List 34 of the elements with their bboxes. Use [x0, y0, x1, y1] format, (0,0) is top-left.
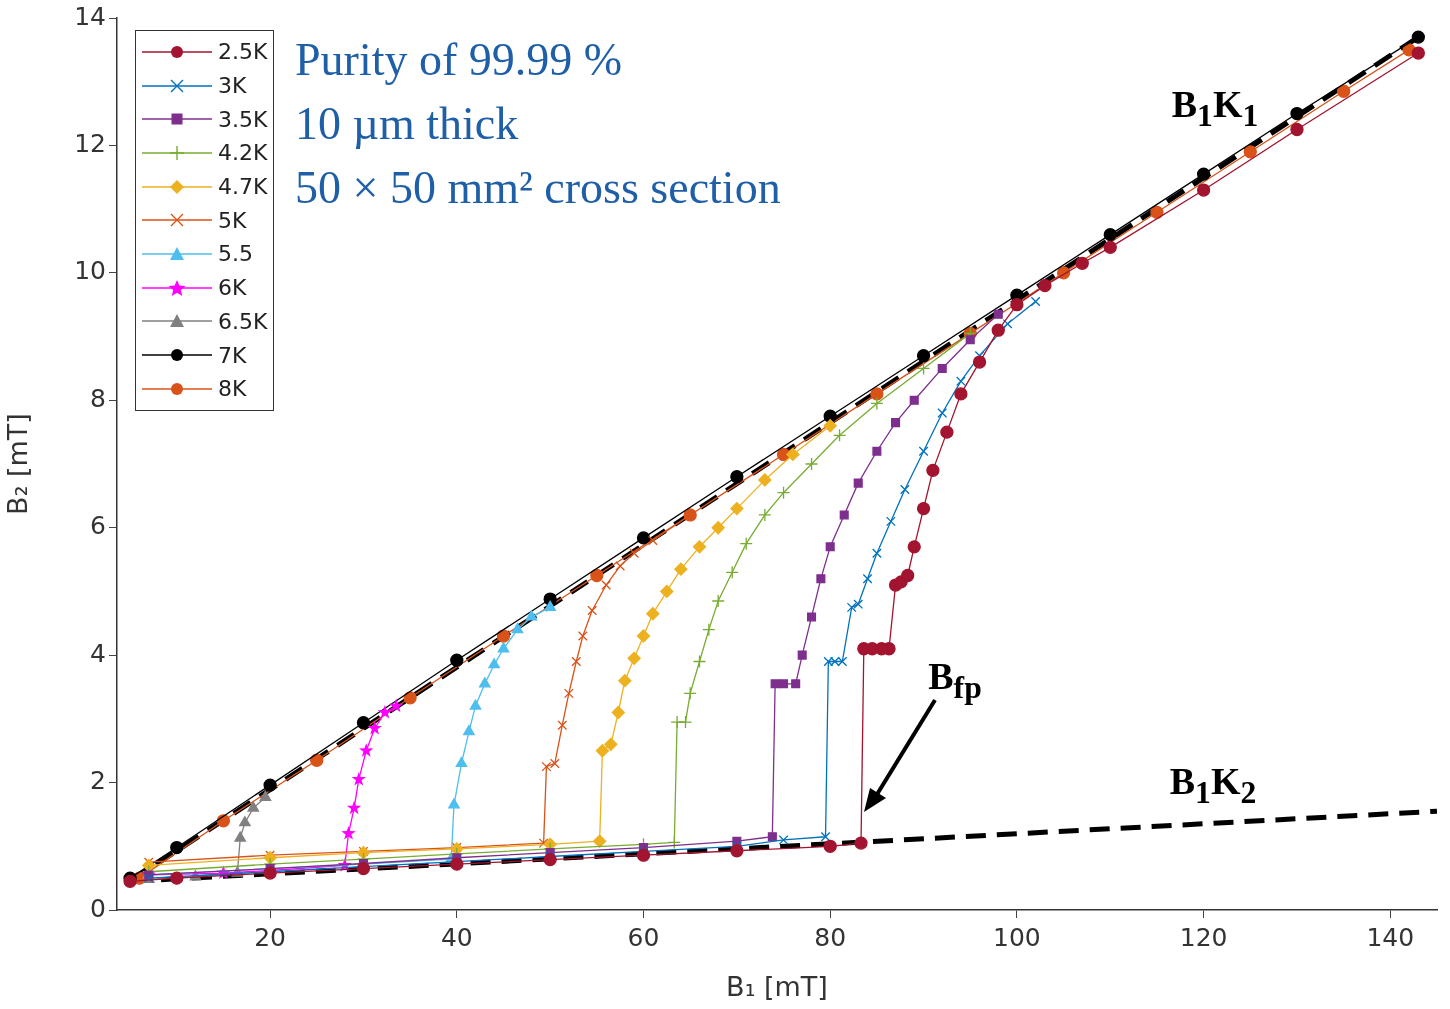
legend-label: 5K [218, 207, 247, 233]
y-tick-label: 0 [90, 893, 106, 923]
legend-label: 5.5 [218, 241, 253, 267]
x-tick-label: 140 [1366, 922, 1415, 952]
legend-label: 6K [218, 275, 247, 301]
y-tick-label: 10 [74, 256, 106, 286]
legend-label: 6.5K [218, 308, 268, 334]
y-tick-label: 12 [74, 128, 106, 158]
x-tick-label: 20 [254, 922, 286, 952]
x-axis-title: B₁ [mT] [726, 970, 828, 1002]
x-tick-label: 80 [814, 922, 847, 952]
x-tick-label: 60 [627, 922, 660, 952]
annotation: B$_{1}$K$_{2}$ [1169, 759, 1257, 811]
legend-label: 2.5K [218, 39, 268, 65]
legend-label: 4.2K [218, 140, 268, 166]
y-tick-label: 2 [90, 766, 106, 796]
y-tick-label: 4 [90, 638, 106, 668]
x-tick-label: 40 [440, 922, 473, 952]
annotation: B$_{1}$K$_{1}$ [1171, 82, 1259, 134]
y-tick-label: 6 [90, 511, 106, 541]
legend-label: 4.7K [218, 174, 268, 200]
legend-label: 3.5K [218, 106, 268, 132]
annotation: 10 µm thick [295, 97, 520, 151]
legend-label: 3K [218, 73, 247, 99]
annotation: B$_{fp}$ [928, 654, 982, 706]
x-tick-label: 100 [993, 922, 1041, 952]
annotation: Purity of 99.99 % [295, 33, 624, 87]
y-tick-label: 8 [90, 383, 106, 413]
annotation: 50 × 50 mm² cross section [295, 161, 781, 215]
legend-label: 8K [218, 376, 247, 402]
legend-label: 7K [218, 342, 247, 368]
x-tick-label: 120 [1179, 922, 1228, 952]
y-axis-title: B₂ [mT] [2, 413, 34, 515]
y-tick-label: 14 [74, 1, 106, 31]
